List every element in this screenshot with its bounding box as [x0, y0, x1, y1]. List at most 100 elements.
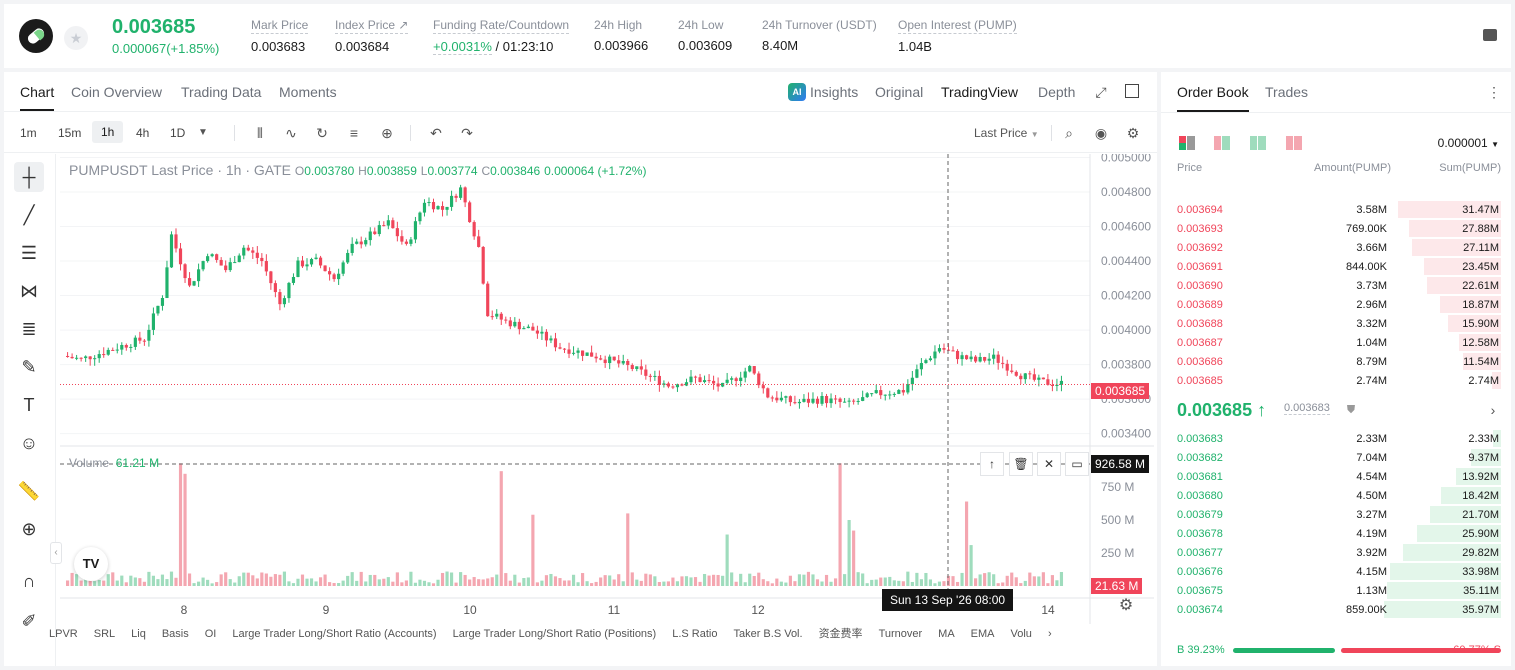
- trash-icon[interactable]: 🗑: [1009, 452, 1033, 476]
- indicator-item[interactable]: L.S Ratio: [672, 628, 718, 640]
- text-icon[interactable]: T: [23, 395, 35, 415]
- view-depth-icon[interactable]: [1286, 136, 1302, 150]
- depth-tab[interactable]: Depth: [1038, 84, 1076, 100]
- bid-row[interactable]: 0.003676 4.15M 33.98M: [1161, 562, 1511, 581]
- open-interest-stat[interactable]: Open Interest (PUMP) 1.04B: [898, 18, 1017, 54]
- ask-row[interactable]: 0.003693 769.00K 27.88M: [1161, 219, 1511, 238]
- tab-chart[interactable]: Chart: [20, 84, 55, 111]
- indicator-item[interactable]: Liq: [131, 628, 146, 640]
- indicator-item[interactable]: EMA: [970, 628, 995, 640]
- original-tab[interactable]: Original: [875, 84, 924, 100]
- favorite-star-icon[interactable]: ★: [64, 26, 88, 50]
- ask-row[interactable]: 0.003694 3.58M 31.47M: [1161, 200, 1511, 219]
- move-up-icon[interactable]: ↑: [980, 452, 1004, 476]
- indicator-item[interactable]: Volu: [1010, 628, 1032, 640]
- tick-size-select[interactable]: 0.000001 ▼: [1438, 136, 1499, 150]
- funding-rate[interactable]: +0.0031%: [433, 39, 492, 55]
- ruler-icon[interactable]: 📏: [17, 481, 41, 501]
- ask-row[interactable]: 0.003687 1.04M 12.58M: [1161, 333, 1511, 352]
- bid-row[interactable]: 0.003683 2.33M 2.33M: [1161, 429, 1511, 448]
- refresh-icon[interactable]: ↻: [316, 125, 328, 141]
- indicator-item[interactable]: OI: [204, 628, 217, 640]
- pencil-icon[interactable]: ✐: [21, 611, 37, 631]
- ask-row[interactable]: 0.003691 844.00K 23.45M: [1161, 257, 1511, 276]
- indicator-item[interactable]: Taker B.S Vol.: [733, 628, 803, 640]
- bid-row[interactable]: 0.003680 4.50M 18.42M: [1161, 486, 1511, 505]
- indicator-item[interactable]: 资金费率: [818, 628, 863, 640]
- undo-icon[interactable]: ↶: [430, 125, 442, 141]
- expand-icon[interactable]: ⤢: [1095, 84, 1107, 100]
- more-vertical-icon[interactable]: ⋮: [1487, 84, 1501, 100]
- ask-row[interactable]: 0.003690 3.73M 22.61M: [1161, 276, 1511, 295]
- indicator-item[interactable]: SRL: [93, 628, 116, 640]
- view-both-icon[interactable]: [1179, 136, 1195, 150]
- redo-icon[interactable]: ↷: [461, 125, 473, 141]
- fib-icon[interactable]: ≣: [21, 319, 37, 339]
- ask-row[interactable]: 0.003688 3.32M 15.90M: [1161, 314, 1511, 333]
- bid-row[interactable]: 0.003674 859.00K 35.97M: [1161, 600, 1511, 619]
- tab-moments[interactable]: Moments: [279, 84, 337, 100]
- ask-row[interactable]: 0.003686 8.79M 11.54M: [1161, 352, 1511, 371]
- collapse-pane-icon[interactable]: ✕: [1037, 452, 1061, 476]
- search-icon[interactable]: ⌕: [1065, 125, 1073, 141]
- mark-price-stat[interactable]: Mark Price 0.003683: [251, 18, 309, 54]
- timeframe-1h[interactable]: 1h: [92, 121, 124, 143]
- bid-row[interactable]: 0.003681 4.54M 13.92M: [1161, 467, 1511, 486]
- crosshair-icon[interactable]: ┼: [14, 162, 44, 192]
- gear-icon[interactable]: ⚙: [1126, 125, 1140, 141]
- collapse-toolbar-icon[interactable]: ‹: [50, 542, 62, 564]
- magnet-icon[interactable]: ∩: [22, 571, 36, 591]
- indicator-item[interactable]: LPVR: [49, 628, 78, 640]
- indicators-icon[interactable]: ∿: [285, 125, 297, 141]
- last-price-select[interactable]: Last Price ▼: [974, 126, 1039, 140]
- view-bids-icon[interactable]: [1250, 136, 1266, 150]
- tab-coin-overview[interactable]: Coin Overview: [71, 84, 163, 100]
- bid-row[interactable]: 0.003677 3.92M 29.82M: [1161, 543, 1511, 562]
- maximize-pane-icon[interactable]: ▭: [1065, 452, 1089, 476]
- bid-row[interactable]: 0.003679 3.27M 21.70M: [1161, 505, 1511, 524]
- tradingview-tab[interactable]: TradingView: [941, 84, 1019, 100]
- ask-row[interactable]: 0.003689 2.96M 18.87M: [1161, 295, 1511, 314]
- ask-row[interactable]: 0.003685 2.74M 2.74M: [1161, 371, 1511, 390]
- chart-area[interactable]: 0.005000 0.004800 0.004600 0.004400 0.004200…: [60, 154, 1154, 666]
- book-icon[interactable]: [1483, 29, 1497, 41]
- bid-row[interactable]: 0.003675 1.13M 35.11M: [1161, 581, 1511, 600]
- index-price-stat[interactable]: Index Price ↗ 0.003684: [335, 18, 409, 54]
- ask-row[interactable]: 0.003692 3.66M 27.11M: [1161, 238, 1511, 257]
- timeframe-15m[interactable]: 15m: [58, 126, 82, 140]
- templates-icon[interactable]: ≡: [349, 125, 359, 141]
- timeframe-1d[interactable]: 1D: [170, 126, 186, 140]
- tab-trades[interactable]: Trades: [1265, 84, 1309, 100]
- tab-order-book[interactable]: Order Book: [1177, 84, 1249, 112]
- indicator-item[interactable]: MA: [938, 628, 955, 640]
- candle-type-icon[interactable]: ⫴: [257, 125, 263, 141]
- funding-rate-stat[interactable]: Funding Rate/Countdown +0.0031% / 01:23:…: [433, 18, 570, 55]
- tradingview-logo[interactable]: TV: [74, 547, 108, 581]
- brush-icon[interactable]: ✎: [21, 357, 37, 377]
- indicator-item[interactable]: Large Trader Long/Short Ratio (Accounts): [232, 628, 437, 640]
- tab-trading-data[interactable]: Trading Data: [181, 84, 262, 100]
- settings-axis-icon[interactable]: ⚙: [1118, 597, 1134, 614]
- window-icon[interactable]: [1125, 84, 1139, 98]
- emoji-icon[interactable]: ☺: [19, 433, 39, 453]
- insights-tab[interactable]: Insights: [810, 84, 859, 100]
- indicator-item[interactable]: Turnover: [878, 628, 923, 640]
- zoom-in-icon[interactable]: ⊕: [21, 519, 37, 539]
- pattern-icon[interactable]: ⋈: [20, 281, 38, 301]
- add-alert-icon[interactable]: ⊕: [381, 125, 393, 141]
- chevron-right-icon[interactable]: ›: [1490, 402, 1496, 418]
- timeframe-dropdown-icon[interactable]: ▼: [198, 127, 208, 138]
- trendline-icon[interactable]: ╱: [23, 205, 35, 225]
- timeframe-4h[interactable]: 4h: [136, 126, 150, 140]
- view-asks-icon[interactable]: [1214, 136, 1230, 150]
- timeframe-1m[interactable]: 1m: [20, 126, 37, 140]
- indicator-item[interactable]: Large Trader Long/Short Ratio (Positions…: [452, 628, 657, 640]
- bid-row[interactable]: 0.003678 4.19M 25.90M: [1161, 524, 1511, 543]
- candlestick-chart[interactable]: 0.005000 0.004800 0.004600 0.004400 0.004200…: [60, 154, 1154, 624]
- indicator-item[interactable]: Basis: [161, 628, 189, 640]
- camera-icon[interactable]: ◉: [1094, 125, 1108, 141]
- bid-row[interactable]: 0.003682 7.04M 9.37M: [1161, 448, 1511, 467]
- chevron-right-icon[interactable]: ›: [1047, 628, 1052, 640]
- horizontal-lines-icon[interactable]: ☰: [20, 243, 38, 263]
- ai-insights-icon[interactable]: AI: [788, 83, 806, 101]
